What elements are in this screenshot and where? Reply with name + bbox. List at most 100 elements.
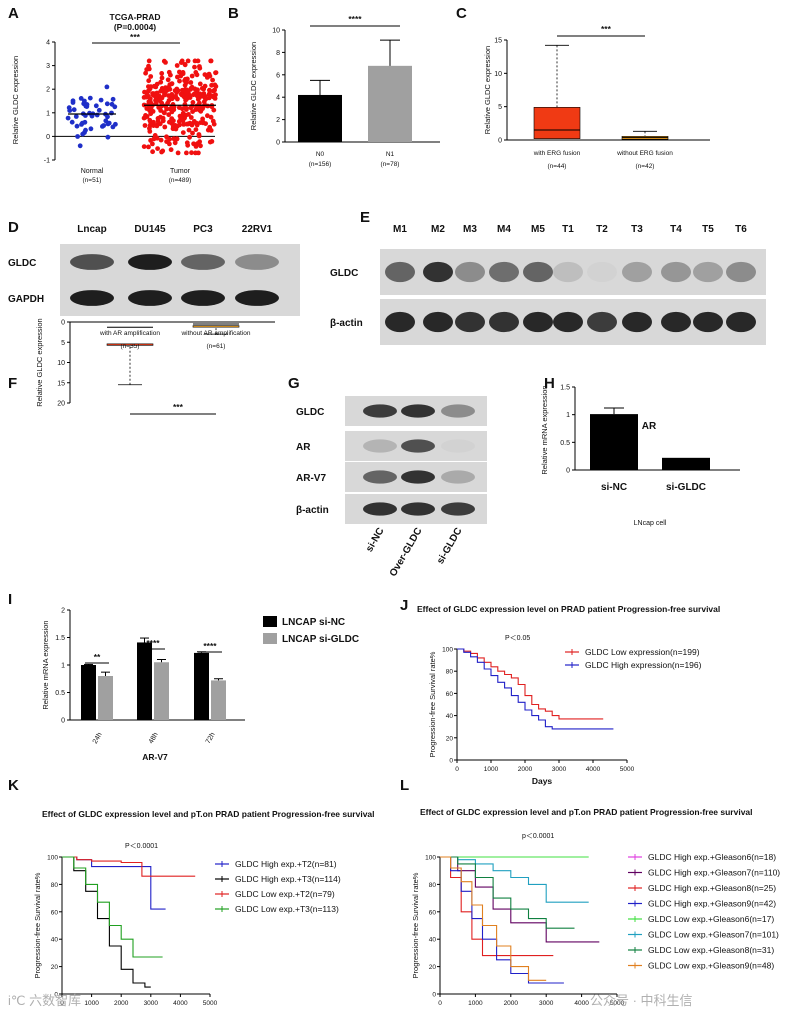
panel-a-point bbox=[83, 127, 88, 133]
panel-a-point bbox=[208, 58, 214, 64]
panel-a-point bbox=[168, 72, 173, 78]
panel-label-A: A bbox=[8, 5, 19, 22]
panel-a-point bbox=[179, 58, 185, 64]
panel-d-row-label: GAPDH bbox=[8, 294, 44, 305]
panel-f-ytick-label: 5 bbox=[61, 340, 65, 347]
panel-k-xtick-label: 2000 bbox=[114, 1000, 129, 1007]
panel-i-sig: **** bbox=[146, 638, 160, 648]
panel-g-row-label: β-actin bbox=[296, 505, 329, 516]
panel-k-xtick-label: 5000 bbox=[203, 1000, 218, 1007]
panel-a-subtitle: (P=0.0004) bbox=[114, 22, 156, 32]
panel-a-point bbox=[177, 69, 182, 75]
panel-a-point bbox=[189, 150, 194, 156]
panel-label-I: I bbox=[8, 591, 12, 608]
panel-a-point bbox=[154, 135, 160, 141]
panel-e-band bbox=[423, 311, 453, 333]
panel-a-point bbox=[184, 140, 190, 146]
panel-e-band bbox=[661, 261, 691, 283]
panel-a-point bbox=[180, 71, 186, 77]
panel-e-lane-label: T4 bbox=[670, 224, 682, 235]
panel-a-point bbox=[183, 112, 189, 118]
panel-a-point bbox=[98, 97, 104, 103]
panel-box-category: without ERG fusion bbox=[616, 150, 673, 157]
panel-k-xtick-label: 4000 bbox=[173, 1000, 188, 1007]
panel-k-curve bbox=[62, 856, 166, 910]
panel-e-band bbox=[523, 261, 553, 283]
panel-a-point bbox=[164, 139, 170, 145]
panel-i-category: 72h bbox=[205, 731, 217, 745]
panel-b-ytick-label: 2 bbox=[276, 117, 280, 124]
panel-i-sig: ** bbox=[94, 652, 101, 662]
panel-e-band bbox=[661, 311, 691, 333]
panel-a-point bbox=[166, 112, 172, 118]
panel-l-legend-label: GLDC High exp.+Gleason7(n=110) bbox=[648, 868, 780, 878]
panel-a-point bbox=[197, 65, 203, 71]
panel-a-point bbox=[78, 96, 84, 101]
panel-j-pvalue: P＜0.05 bbox=[505, 635, 530, 642]
panel-d-band bbox=[70, 254, 114, 270]
panel-a-point bbox=[196, 150, 201, 156]
panel-e-row-label: β-actin bbox=[330, 318, 363, 329]
panel-a-point bbox=[158, 95, 164, 100]
panel-a-point bbox=[143, 113, 148, 118]
panel-d-band bbox=[128, 290, 172, 306]
panel-a-point bbox=[193, 127, 199, 132]
panel-b-ytick-label: 4 bbox=[276, 95, 280, 102]
panel-l-curve bbox=[440, 856, 575, 929]
panel-a-point bbox=[167, 86, 173, 92]
panel-a-point bbox=[155, 146, 161, 152]
panel-a-point bbox=[208, 114, 214, 120]
panel-e-band bbox=[553, 311, 583, 333]
panel-box-n: (n=44) bbox=[548, 163, 567, 170]
panel-a-point bbox=[84, 102, 90, 107]
panel-k-legend-label: GLDC High exp.+T3(n=114) bbox=[235, 874, 341, 884]
panel-a-point bbox=[109, 101, 115, 107]
panel-i-ytick-label: 1.5 bbox=[55, 635, 65, 642]
panel-a-group-label: Tumor bbox=[170, 168, 191, 175]
panel-a-point bbox=[190, 130, 195, 136]
panel-d-lane-label: DU145 bbox=[134, 224, 166, 235]
panel-i-bar bbox=[154, 662, 169, 720]
panel-a-point bbox=[203, 96, 209, 102]
panel-a-sig: *** bbox=[130, 32, 141, 42]
panel-a-point bbox=[186, 127, 192, 133]
panel-k-legend-label: GLDC Low exp.+T2(n=79) bbox=[235, 889, 335, 899]
panel-a-point bbox=[169, 92, 175, 97]
watermark-left: i℃ 六数智库 bbox=[8, 993, 81, 1008]
panel-l-xtick-label: 0 bbox=[438, 1000, 442, 1007]
panel-d-lane-label: Lncap bbox=[77, 224, 106, 235]
panel-i-bar bbox=[98, 676, 113, 720]
panel-l-xtick-label: 3000 bbox=[539, 1000, 554, 1007]
panel-a-point bbox=[207, 91, 212, 97]
panel-e-lane-label: M5 bbox=[531, 224, 545, 235]
panel-e-band bbox=[587, 311, 617, 333]
panel-l-legend-label: GLDC Low exp.+Gleason9(n=48) bbox=[648, 961, 774, 971]
panel-k-xtick-label: 3000 bbox=[144, 1000, 159, 1007]
panel-b-bar bbox=[368, 65, 412, 142]
panel-g-row-label: AR bbox=[296, 442, 311, 453]
panel-l-ytick-label: 80 bbox=[429, 882, 437, 889]
panel-b-n: (n=78) bbox=[381, 161, 400, 168]
panel-a-point bbox=[163, 103, 169, 109]
panel-i-ytick-label: 0.5 bbox=[55, 690, 65, 697]
panel-a-point bbox=[96, 107, 102, 113]
panel-a-point bbox=[158, 79, 164, 85]
panel-j-xtick-label: 3000 bbox=[552, 766, 567, 773]
panel-k-xlabel: Days bbox=[126, 1010, 147, 1012]
panel-g-band bbox=[363, 502, 397, 516]
panel-g-band bbox=[441, 470, 475, 484]
panel-b-sig: **** bbox=[348, 14, 362, 24]
panel-a-point bbox=[182, 87, 188, 92]
panel-f-ylabel: Relative GLDC expression bbox=[35, 318, 44, 406]
panel-g-lane-label: si-NC bbox=[364, 526, 387, 554]
panel-k-curve bbox=[62, 856, 163, 958]
panel-a-point bbox=[191, 141, 197, 147]
panel-b-ytick-label: 10 bbox=[272, 28, 280, 35]
panel-j-xtick-label: 4000 bbox=[586, 766, 601, 773]
panel-k-ytick-label: 40 bbox=[51, 937, 59, 944]
panel-a-point bbox=[87, 95, 93, 101]
panel-a-point bbox=[163, 87, 169, 93]
panel-a-point bbox=[160, 115, 166, 121]
panel-a-point bbox=[199, 86, 205, 91]
panel-i-bar bbox=[194, 652, 209, 720]
